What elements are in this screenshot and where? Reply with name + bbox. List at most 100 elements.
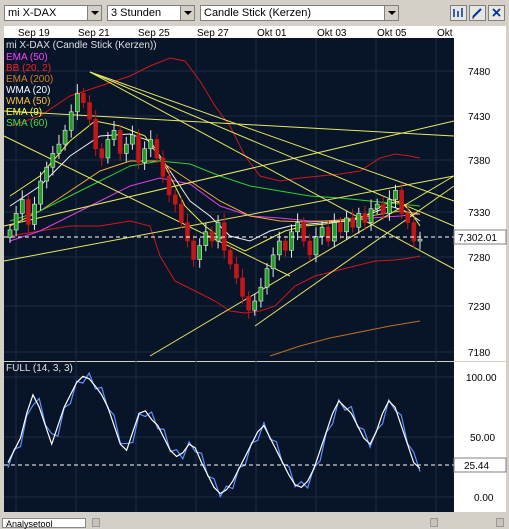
candle[interactable]	[362, 205, 368, 230]
candle[interactable]	[148, 130, 154, 158]
candle[interactable]	[234, 256, 239, 285]
candle[interactable]	[203, 222, 209, 252]
oscillator-title: FULL (14, 3, 3)	[6, 363, 73, 374]
candle[interactable]	[81, 87, 86, 109]
candle[interactable]	[417, 231, 423, 250]
candle[interactable]	[399, 182, 404, 219]
instrument-select[interactable]: mi X-DAX	[4, 5, 102, 21]
date-label: Sep 25	[138, 28, 170, 39]
chart-area[interactable]: Sep 19 Sep 21 Sep 25 Sep 27 Okt 01 Okt 0…	[0, 26, 509, 516]
candle[interactable]	[252, 293, 258, 316]
candle[interactable]	[179, 196, 184, 229]
scroll-right-button[interactable]	[430, 518, 438, 527]
candle[interactable]	[227, 244, 233, 270]
chart-bars-icon	[453, 8, 463, 17]
candle[interactable]	[209, 226, 215, 248]
candle[interactable]	[301, 217, 307, 247]
oscillator-value-label: 25.44	[464, 461, 489, 472]
candle[interactable]	[368, 199, 374, 231]
candle[interactable]	[68, 104, 74, 138]
candle[interactable]	[319, 221, 325, 245]
candle[interactable]	[289, 224, 294, 258]
oscillator-lines	[7, 371, 421, 499]
current-price-tag	[453, 229, 507, 245]
candle[interactable]	[258, 277, 264, 308]
candle[interactable]	[75, 84, 80, 121]
candle[interactable]	[283, 235, 288, 257]
candle[interactable]	[350, 208, 355, 233]
candle[interactable]	[380, 196, 386, 220]
candle[interactable]	[411, 217, 417, 249]
indicator-button[interactable]	[450, 5, 467, 21]
candle[interactable]	[117, 124, 123, 161]
candle[interactable]	[142, 141, 147, 170]
candle[interactable]	[87, 95, 92, 126]
candle[interactable]	[332, 213, 337, 248]
chart-toolbar: mi X-DAX 3 Stunden Candle Stick (Kerzen)	[0, 0, 509, 26]
candle[interactable]	[50, 145, 56, 176]
candle[interactable]	[136, 129, 141, 170]
candle[interactable]	[19, 190, 25, 221]
interval-value: 3 Stunden	[111, 7, 162, 19]
close-chart-button[interactable]	[488, 5, 505, 21]
draw-tool-button[interactable]	[469, 5, 486, 21]
date-labels: Sep 19 Sep 21 Sep 25 Sep 27 Okt 01 Okt 0…	[18, 28, 453, 39]
oscillator-axis	[454, 362, 506, 512]
scroll-left-button[interactable]	[92, 518, 100, 527]
candle[interactable]	[374, 198, 380, 215]
candle[interactable]	[93, 109, 98, 157]
candle[interactable]	[191, 235, 196, 267]
candle[interactable]	[26, 193, 31, 233]
candle[interactable]	[215, 215, 221, 249]
candle[interactable]	[270, 247, 276, 278]
candle[interactable]	[221, 213, 227, 259]
candle[interactable]	[160, 150, 166, 183]
candle[interactable]	[197, 238, 203, 268]
candle[interactable]	[246, 290, 251, 319]
chevron-down-icon[interactable]	[87, 6, 101, 20]
price-panel[interactable]	[4, 38, 454, 361]
candle[interactable]	[313, 227, 319, 263]
candlesticks[interactable]	[7, 84, 423, 319]
candle[interactable]	[393, 184, 398, 208]
candle[interactable]	[307, 233, 313, 262]
date-label: Sep 19	[18, 28, 50, 39]
candle[interactable]	[111, 121, 117, 146]
candle[interactable]	[154, 133, 160, 164]
candle[interactable]	[38, 171, 43, 211]
date-label: Okt 03	[317, 28, 347, 39]
chart-type-select[interactable]: Candle Stick (Kerzen)	[200, 5, 399, 21]
date-label: Sep 27	[197, 28, 229, 39]
candle[interactable]	[240, 268, 245, 304]
legend-entry: EMA (50)	[6, 52, 48, 63]
candle[interactable]	[99, 143, 105, 167]
candle[interactable]	[264, 263, 270, 295]
candle[interactable]	[356, 207, 362, 234]
candle[interactable]	[62, 124, 68, 151]
candle[interactable]	[32, 196, 37, 230]
chevron-down-icon[interactable]	[180, 6, 194, 20]
price-tick: 7230	[468, 302, 491, 313]
chevron-down-icon[interactable]	[384, 6, 398, 20]
candle[interactable]	[130, 125, 135, 150]
candle[interactable]	[44, 161, 50, 189]
candle[interactable]	[166, 167, 172, 203]
candle[interactable]	[13, 205, 19, 237]
candle[interactable]	[7, 224, 13, 243]
resize-grip[interactable]	[496, 518, 504, 527]
candle[interactable]	[123, 136, 129, 162]
interval-select[interactable]: 3 Stunden	[107, 5, 195, 21]
stochastic-d-line	[7, 375, 421, 495]
candle[interactable]	[185, 213, 190, 248]
candle[interactable]	[325, 219, 331, 247]
price-chart[interactable]: Sep 19 Sep 21 Sep 25 Sep 27 Okt 01 Okt 0…	[0, 26, 509, 516]
candle[interactable]	[105, 132, 111, 164]
candle[interactable]	[172, 189, 178, 213]
candle[interactable]	[405, 204, 411, 230]
candle[interactable]	[387, 190, 392, 221]
candle[interactable]	[344, 210, 349, 241]
candle[interactable]	[56, 134, 62, 159]
candle[interactable]	[295, 213, 300, 241]
price-axis	[454, 38, 506, 361]
candle[interactable]	[338, 217, 343, 240]
